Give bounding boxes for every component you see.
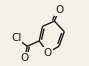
Text: O: O xyxy=(44,48,52,58)
Text: O: O xyxy=(21,53,29,63)
Text: O: O xyxy=(55,5,63,15)
Text: Cl: Cl xyxy=(11,33,21,43)
